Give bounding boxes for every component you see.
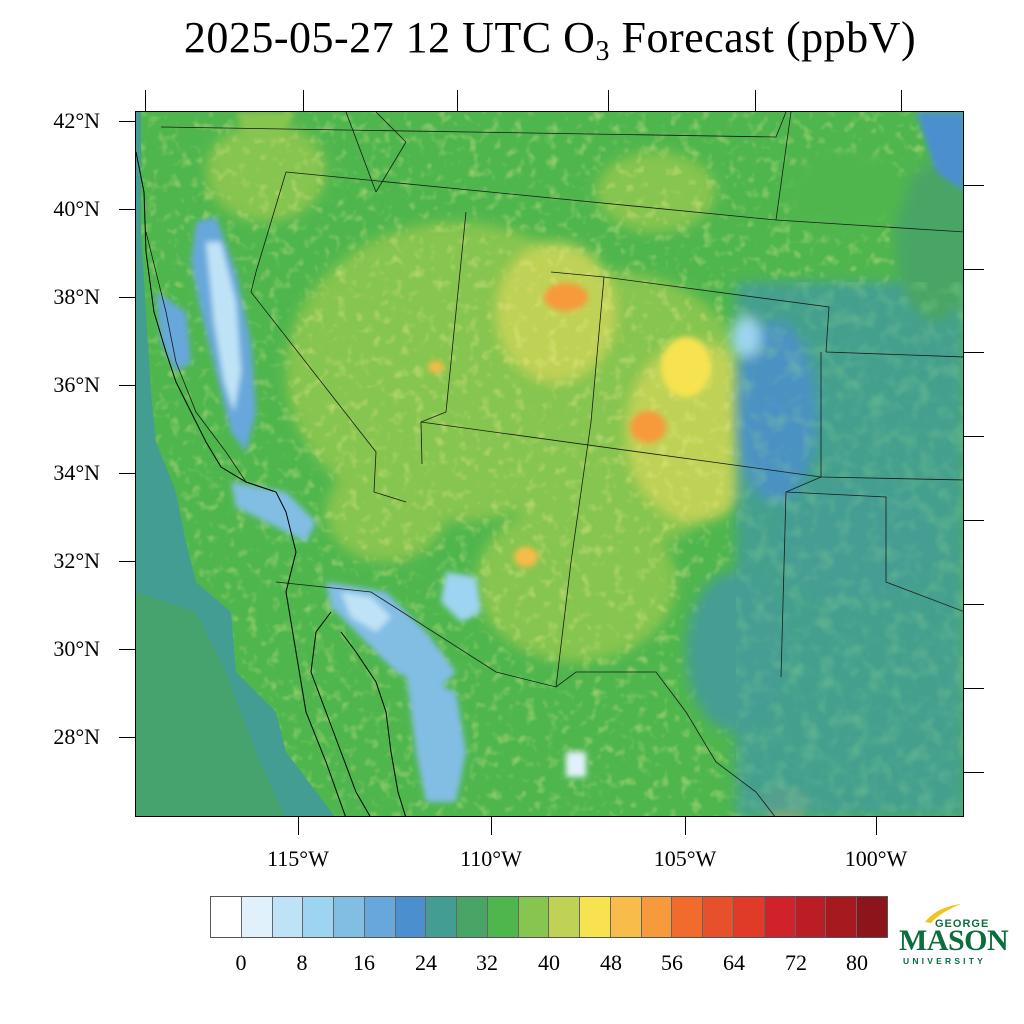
- lon-tick: [298, 817, 299, 835]
- colorbar-swatch: [610, 897, 642, 937]
- colorbar-label: 32: [476, 950, 498, 975]
- lon-label: 110°W: [460, 846, 522, 871]
- lat-label: 30°N: [53, 636, 100, 661]
- colorbar-swatch: [795, 897, 827, 937]
- colorbar-swatch: [641, 897, 673, 937]
- colorbar-swatch: [734, 897, 765, 937]
- lat-tick: [119, 561, 135, 562]
- colorbar-label: 64: [723, 950, 745, 975]
- colorbar-label: 8: [296, 950, 308, 975]
- colorbar-swatch: [518, 897, 550, 937]
- colorbar-label: 72: [785, 950, 807, 975]
- swoosh-icon: [925, 904, 961, 923]
- colorbar-swatch: [364, 897, 396, 937]
- top-tick: [457, 90, 458, 111]
- right-tick: [964, 352, 984, 353]
- george-mason-logo: GEORGE MASON UNIVERSITY: [897, 900, 1009, 970]
- chart-title: 2025-05-27 12 UTC O3 Forecast (ppbV): [0, 12, 1024, 68]
- lat-label: 40°N: [53, 196, 100, 221]
- right-tick: [964, 436, 984, 437]
- colorbar-swatch: [764, 897, 796, 937]
- ozone-map: [135, 111, 964, 817]
- right-tick: [964, 688, 984, 689]
- colorbar: [210, 896, 888, 938]
- colorbar-swatch: [672, 897, 704, 937]
- lon-label: 105°W: [653, 846, 717, 871]
- lat-tick: [119, 297, 135, 298]
- lon-tick: [491, 817, 492, 835]
- lat-label: 34°N: [53, 460, 100, 485]
- lat-tick: [119, 385, 135, 386]
- colorbar-label: 40: [538, 950, 560, 975]
- colorbar-swatch: [272, 897, 304, 937]
- right-tick: [964, 520, 984, 521]
- title-subscript: 3: [595, 36, 610, 67]
- colorbar-label: 0: [235, 950, 247, 975]
- colorbar-swatch: [303, 897, 335, 937]
- right-tick: [964, 604, 984, 605]
- lat-tick: [119, 121, 135, 122]
- colorbar-label: 16: [353, 950, 375, 975]
- lat-tick: [119, 473, 135, 474]
- lon-label: 115°W: [267, 846, 329, 871]
- lon-label: 100°W: [844, 846, 908, 871]
- right-tick: [964, 269, 984, 270]
- state-boundaries: [145, 112, 963, 816]
- top-tick: [608, 90, 609, 111]
- colorbar-swatch: [211, 897, 242, 937]
- logo-line1: GEORGE: [935, 918, 990, 930]
- lon-tick: [685, 817, 686, 835]
- colorbar-swatch: [703, 897, 735, 937]
- colorbar-swatch: [334, 897, 365, 937]
- top-tick: [755, 90, 756, 111]
- lon-tick: [876, 817, 877, 835]
- title-text: 2025-05-27 12 UTC O: [183, 13, 596, 62]
- colorbar-label: 24: [415, 950, 437, 975]
- colorbar-swatch: [457, 897, 488, 937]
- lat-label: 38°N: [53, 284, 100, 309]
- lat-tick: [119, 209, 135, 210]
- lat-tick: [119, 649, 135, 650]
- ozone-map-canvas: [136, 112, 963, 816]
- colorbar-swatch: [426, 897, 458, 937]
- coastline: [136, 151, 406, 816]
- colorbar-swatch: [395, 897, 427, 937]
- top-tick: [145, 90, 146, 111]
- colorbar-label: 56: [661, 950, 683, 975]
- lat-label: 32°N: [53, 548, 100, 573]
- lat-label: 28°N: [53, 724, 100, 749]
- colorbar-swatch: [857, 897, 887, 937]
- top-tick: [303, 90, 304, 111]
- colorbar-swatch: [826, 897, 858, 937]
- right-tick: [964, 185, 984, 186]
- logo-line3: UNIVERSITY: [903, 956, 987, 966]
- logo-line2: MASON: [899, 924, 1009, 957]
- title-suffix: Forecast (ppbV): [609, 13, 917, 62]
- lat-tick: [119, 737, 135, 738]
- colorbar-swatch: [241, 897, 273, 937]
- colorbar-swatch: [487, 897, 519, 937]
- colorbar-swatch: [580, 897, 611, 937]
- right-tick: [964, 772, 984, 773]
- colorbar-label: 80: [846, 950, 868, 975]
- colorbar-label: 48: [600, 950, 622, 975]
- lat-label: 42°N: [53, 108, 100, 133]
- top-tick: [901, 90, 902, 111]
- colorbar-swatch: [549, 897, 581, 937]
- lat-label: 36°N: [53, 372, 100, 397]
